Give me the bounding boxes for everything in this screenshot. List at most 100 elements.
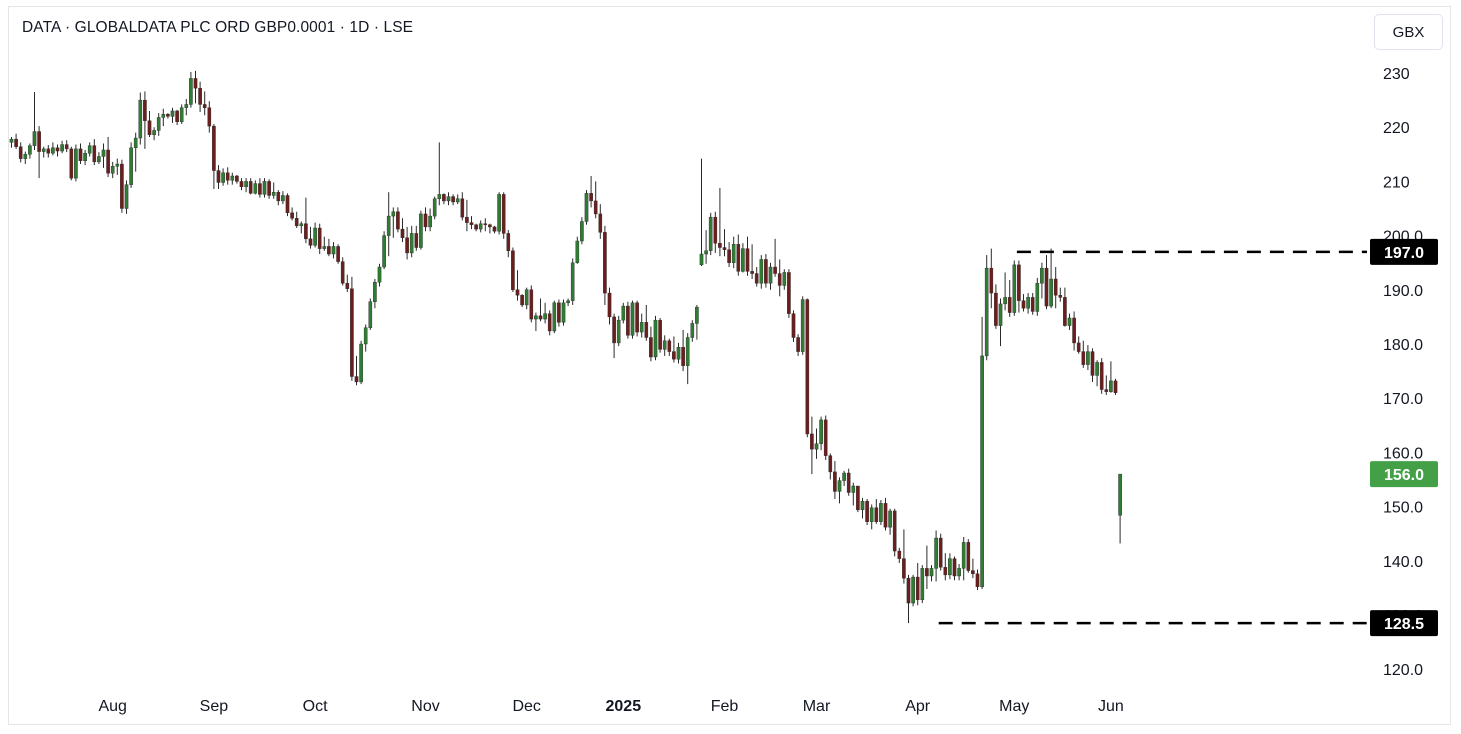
candle xyxy=(212,123,216,189)
candle-body-up xyxy=(41,148,46,152)
candle-body-down xyxy=(212,125,216,171)
candle-body-down xyxy=(823,419,828,456)
candle-body-down xyxy=(515,289,520,296)
candle xyxy=(55,144,60,157)
candle xyxy=(78,143,83,165)
candle xyxy=(60,140,64,154)
candle xyxy=(446,192,451,206)
candle xyxy=(552,300,557,334)
candle xyxy=(538,298,543,322)
candle-body-up xyxy=(377,266,382,283)
candle xyxy=(216,165,221,189)
candle xyxy=(396,207,400,233)
candle xyxy=(221,168,225,186)
candle-body-up xyxy=(83,153,87,162)
candle xyxy=(934,530,938,582)
candle xyxy=(51,142,55,156)
candle-body-down xyxy=(538,315,543,320)
candle-body-down xyxy=(1058,295,1063,298)
candle xyxy=(722,229,727,257)
candle xyxy=(423,207,428,232)
candle xyxy=(782,269,787,290)
candle-body-up xyxy=(386,215,391,236)
time-axis[interactable]: Aug Sep Oct Nov Dec 2025 Feb Mar Apr May Jun xyxy=(98,698,1123,715)
candle-body-up xyxy=(731,244,736,263)
candle-body-down xyxy=(1113,380,1118,393)
candle-body-up xyxy=(455,198,460,203)
candle xyxy=(630,300,635,339)
candle-body-up xyxy=(97,156,101,163)
candle-body-down xyxy=(681,347,685,366)
candle xyxy=(373,278,377,309)
candle xyxy=(409,225,414,258)
candle xyxy=(230,172,235,185)
candle xyxy=(83,149,87,166)
candle xyxy=(9,136,14,148)
candle xyxy=(327,238,331,257)
candle xyxy=(718,187,722,257)
y-tick-label: 180.0 xyxy=(1383,337,1423,354)
candle xyxy=(97,152,101,165)
candle-body-up xyxy=(432,198,437,217)
candle-body-up xyxy=(253,183,258,194)
x-tick-label: Sep xyxy=(200,698,229,715)
x-tick-label: May xyxy=(999,698,1029,715)
candle xyxy=(520,294,524,308)
candle xyxy=(800,296,805,355)
currency-button[interactable]: GBX xyxy=(1374,14,1443,50)
candle xyxy=(331,242,336,259)
candle xyxy=(276,190,281,206)
candle xyxy=(345,274,350,292)
candle xyxy=(690,320,695,342)
candle-body-down xyxy=(64,144,69,150)
candle-body-down xyxy=(791,313,796,338)
candle xyxy=(106,136,110,178)
candle-body-down xyxy=(46,148,51,154)
candle xyxy=(745,236,750,276)
candle xyxy=(1081,340,1086,368)
candle-body-up xyxy=(920,568,925,601)
candle-body-down xyxy=(350,288,354,377)
candle-body-up xyxy=(359,343,363,383)
candle xyxy=(474,223,478,232)
candle-body-down xyxy=(248,181,253,194)
candle xyxy=(92,139,97,166)
price-axis[interactable]: 230220210200.0190.0180.0170.0160.0150.01… xyxy=(1383,66,1423,679)
candle xyxy=(1090,348,1095,382)
candle xyxy=(198,81,202,113)
candle xyxy=(41,146,46,158)
candle xyxy=(750,244,754,279)
candle xyxy=(129,142,133,188)
y-tick-label: 210 xyxy=(1383,174,1410,191)
candle xyxy=(1099,358,1104,394)
candle xyxy=(248,178,253,195)
candle xyxy=(69,146,74,181)
candle-body-down xyxy=(340,261,345,284)
candle-body-up xyxy=(934,537,938,569)
candle-body-up xyxy=(1012,264,1017,313)
candle xyxy=(1113,378,1118,395)
candle-body-up xyxy=(271,192,276,196)
x-tick-label: Jun xyxy=(1098,698,1124,715)
candle-body-up xyxy=(23,154,28,159)
candle-body-down xyxy=(727,249,731,263)
x-tick-label: Feb xyxy=(711,698,739,715)
candle-body-down xyxy=(336,246,340,262)
candle-body-down xyxy=(966,542,971,571)
candle-body-down xyxy=(975,573,980,588)
candle-body-down xyxy=(143,99,147,121)
candle-body-up xyxy=(869,507,874,522)
candle-body-down xyxy=(897,550,902,559)
candle-body-up xyxy=(497,194,501,232)
candle-body-up xyxy=(1035,283,1040,312)
candle-body-down xyxy=(294,218,299,227)
candle-body-down xyxy=(994,292,998,326)
candle xyxy=(557,299,561,327)
candle-body-down xyxy=(488,224,492,228)
candle-body-up xyxy=(161,113,166,118)
level-badge-label: 128.5 xyxy=(1384,616,1424,633)
candle-body-down xyxy=(511,250,515,290)
candle-body-up xyxy=(446,196,451,202)
candle-body-up xyxy=(230,175,235,181)
